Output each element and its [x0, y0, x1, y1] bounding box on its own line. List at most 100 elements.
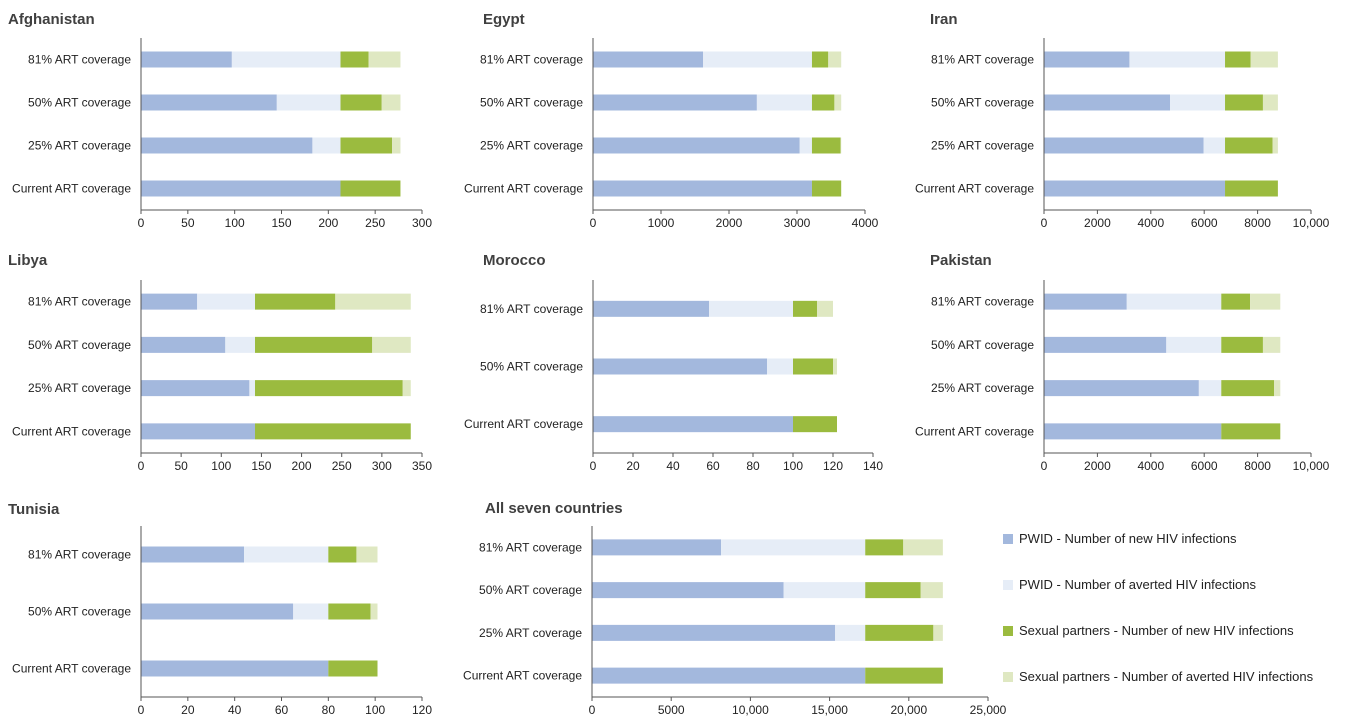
x-tick-label: 0 [1041, 216, 1048, 230]
category-label: 81% ART coverage [28, 548, 131, 562]
category-label: 81% ART coverage [480, 53, 583, 67]
x-tick-label: 120 [412, 703, 432, 717]
x-tick-label: 100 [225, 216, 245, 230]
bar-segment [141, 137, 313, 154]
bar-segment [1126, 293, 1222, 310]
category-label: 25% ART coverage [479, 626, 582, 640]
panel-title: Iran [930, 11, 958, 28]
category-label: 81% ART coverage [931, 295, 1034, 309]
bar-segment [255, 423, 411, 440]
bar-segment [276, 94, 341, 111]
category-label: Current ART coverage [915, 182, 1034, 196]
bar-segment [834, 94, 842, 111]
x-tick-label: 100 [211, 459, 231, 473]
x-tick-label: 40 [666, 459, 680, 473]
x-tick-label: 100 [365, 703, 385, 717]
x-tick-label: 2000 [1084, 216, 1111, 230]
panel-title: Egypt [483, 11, 525, 28]
category-label: Current ART coverage [463, 669, 582, 683]
panel-libya: Libya 81% ART coverage 50% ART coverage 25%… [8, 252, 432, 473]
x-tick-label: 150 [251, 459, 271, 473]
x-tick-label: 150 [271, 216, 291, 230]
bar-segment [1129, 51, 1226, 68]
bar-segment [828, 51, 842, 68]
x-tick-label: 0 [590, 216, 597, 230]
panel-tunisia: Tunisia 81% ART coverage 50% ART coverage C… [8, 501, 432, 717]
legend-label: PWID - Number of averted HIV infections [1019, 577, 1256, 592]
x-tick-label: 0 [1041, 459, 1048, 473]
x-tick-label: 6000 [1191, 216, 1218, 230]
bar-segment [1044, 94, 1171, 111]
bar-segment [1221, 423, 1281, 440]
bar-segment [703, 51, 812, 68]
legend-label: Sexual partners - Number of new HIV infe… [1019, 623, 1294, 638]
category-label: 50% ART coverage [479, 583, 582, 597]
category-label: Current ART coverage [12, 182, 131, 196]
bar-segment [767, 358, 793, 375]
bar-segment [865, 667, 943, 684]
x-tick-label: 100 [783, 459, 803, 473]
bar-segment [1166, 336, 1222, 353]
category-label: 50% ART coverage [480, 360, 583, 374]
x-tick-label: 50 [181, 216, 195, 230]
bar-segment [1044, 51, 1130, 68]
panel-title: Pakistan [930, 252, 992, 269]
bar-segment [933, 624, 943, 641]
x-tick-label: 20 [626, 459, 640, 473]
panel-title: Morocco [483, 252, 546, 269]
x-tick-label: 350 [412, 459, 432, 473]
category-label: 50% ART coverage [28, 338, 131, 352]
bar-segment [593, 94, 757, 111]
bar-segment [593, 416, 793, 433]
panel-title: Libya [8, 252, 48, 269]
x-tick-label: 10,000 [732, 703, 769, 717]
x-tick-label: 20 [181, 703, 195, 717]
bar-segment [340, 51, 369, 68]
bar-segment [402, 380, 411, 397]
x-tick-label: 120 [823, 459, 843, 473]
bar-segment [1225, 180, 1278, 197]
bar-segment [340, 180, 401, 197]
x-tick-label: 25,000 [970, 703, 1007, 717]
bar-segment [141, 423, 256, 440]
panel-title: All seven countries [485, 500, 623, 517]
bar-segment [141, 180, 341, 197]
category-label: Current ART coverage [915, 424, 1034, 438]
bar-segment [1044, 137, 1204, 154]
category-label: Current ART coverage [464, 182, 583, 196]
x-tick-label: 3000 [784, 216, 811, 230]
category-label: 81% ART coverage [479, 540, 582, 554]
x-tick-label: 200 [318, 216, 338, 230]
x-tick-label: 0 [589, 703, 596, 717]
x-tick-label: 200 [292, 459, 312, 473]
legend-swatch [1003, 534, 1013, 544]
panel-pakistan: Pakistan 81% ART coverage 50% ART coverage… [915, 252, 1330, 473]
bar-segment [811, 137, 841, 154]
bar-segment [1250, 293, 1281, 310]
category-label: 25% ART coverage [931, 381, 1034, 395]
bar-segment [793, 416, 837, 433]
x-tick-label: 300 [412, 216, 432, 230]
legend-swatch [1003, 626, 1013, 636]
panel-egypt: Egypt 81% ART coverage 50% ART coverage 25%… [464, 11, 879, 230]
bar-segment [840, 137, 842, 154]
bar-segment [312, 137, 341, 154]
legend: PWID - Number of new HIV infections PWID … [1003, 531, 1314, 684]
x-tick-label: 300 [372, 459, 392, 473]
bar-segment [835, 624, 866, 641]
bar-segment [721, 539, 866, 556]
bar-segment [1198, 380, 1222, 397]
bar-segment [249, 380, 256, 397]
legend-swatch [1003, 672, 1013, 682]
bar-segment [328, 546, 357, 563]
bar-segment [372, 336, 411, 353]
bar-segment [392, 137, 401, 154]
bar-segment [141, 293, 198, 310]
bar-segment [255, 293, 336, 310]
bar-segment [335, 293, 411, 310]
panel-afghanistan: Afghanistan 81% ART coverage 50% ART cover… [8, 11, 432, 230]
panel-morocco: Morocco 81% ART coverage 50% ART coverage C… [464, 252, 883, 473]
bar-segment [1044, 336, 1167, 353]
bar-segment [593, 51, 704, 68]
bar-segment [817, 300, 833, 317]
